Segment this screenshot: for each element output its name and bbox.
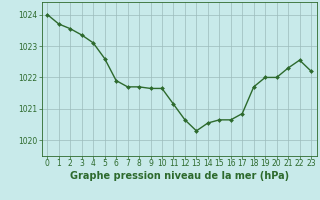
X-axis label: Graphe pression niveau de la mer (hPa): Graphe pression niveau de la mer (hPa) (70, 171, 289, 181)
